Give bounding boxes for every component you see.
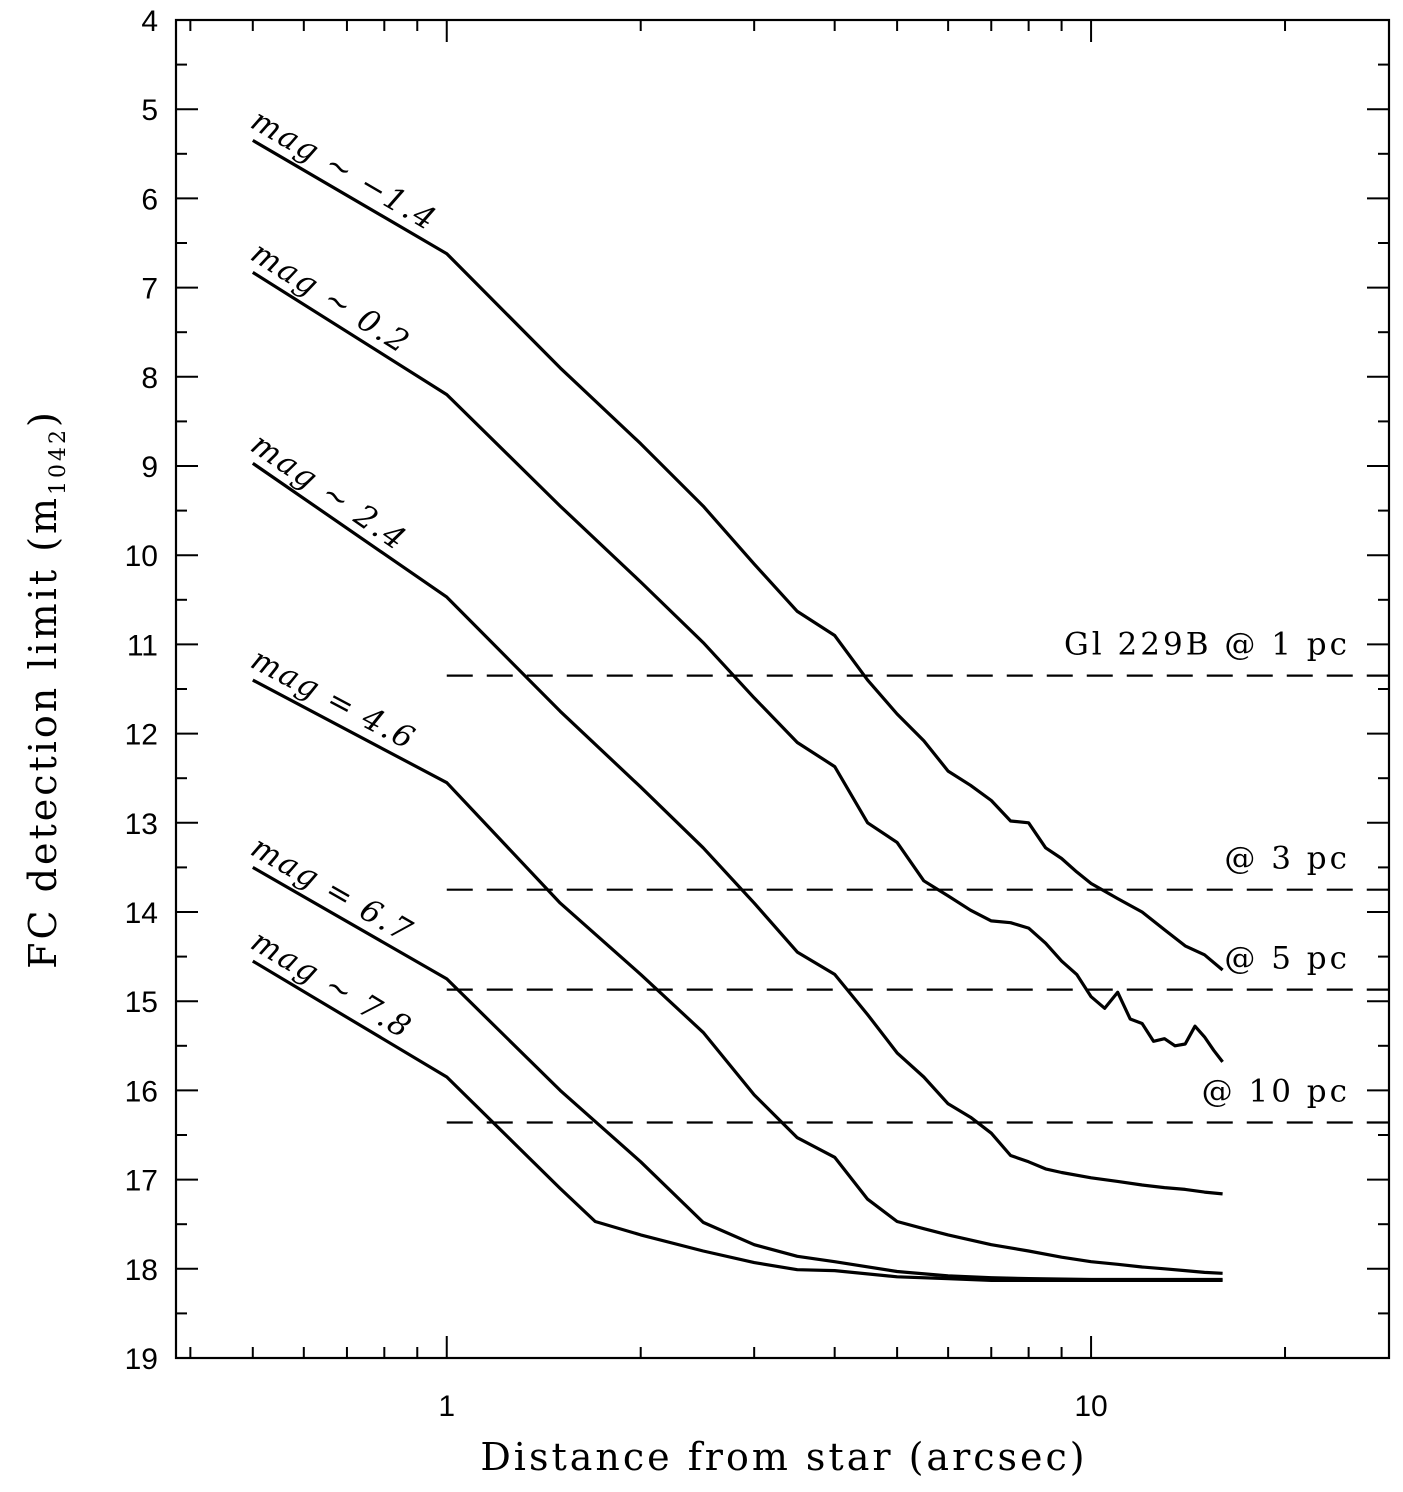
series-line-2 xyxy=(251,271,1224,1063)
y-tick-label: 19 xyxy=(125,1343,158,1376)
y-tick-label: 15 xyxy=(125,986,158,1019)
y-tick-label: 13 xyxy=(125,808,158,841)
y-tick-label: 6 xyxy=(141,183,158,216)
axis-ticks xyxy=(176,19,1389,1359)
y-axis-title-subscript: 1042 xyxy=(46,427,71,495)
y-tick-label: 8 xyxy=(141,362,158,395)
y-tick-label: 4 xyxy=(141,5,158,38)
y-tick-label: 9 xyxy=(141,451,158,484)
y-tick-label: 12 xyxy=(125,719,158,752)
series-label-4: mag = 4.6 xyxy=(245,641,422,757)
y-tick-label: 16 xyxy=(125,1075,158,1108)
y-axis-title-main: FC detection limit (m xyxy=(21,495,65,969)
axis-tick-labels: 4 5 6 7 8 9 10 11 12 13 14 15 16 17 18 19 1 10 xyxy=(125,5,1108,1423)
series-label-3: mag ~ 2.4 xyxy=(244,426,413,558)
reference-line-label: Gl 229B @ 1 pc xyxy=(1064,627,1350,663)
reference-line-label: @ 5 pc xyxy=(1224,941,1350,977)
y-tick-label: 17 xyxy=(125,1165,158,1198)
y-tick-label: 5 xyxy=(141,94,158,127)
y-axis-title: FC detection limit (m1042) xyxy=(21,409,71,969)
x-axis-title: Distance from star (arcsec) xyxy=(480,1435,1087,1479)
plot-frame xyxy=(174,18,1391,1360)
reference-line-label: @ 3 pc xyxy=(1224,841,1350,877)
x-tick-label: 10 xyxy=(1074,1390,1107,1423)
series-label-2: mag ~ 0.2 xyxy=(245,235,417,362)
series-label-1: mag ~ −1.4 xyxy=(245,102,443,238)
y-axis-title-close: ) xyxy=(21,409,65,427)
detection-curves xyxy=(251,139,1224,1283)
series-line-1 xyxy=(251,139,1224,972)
y-tick-label: 18 xyxy=(125,1254,158,1287)
reference-lines: Gl 229B @ 1 pc @ 3 pc @ 5 pc @ 10 pc xyxy=(446,627,1389,1124)
series-line-3 xyxy=(251,461,1223,1196)
series-line-4 xyxy=(252,678,1223,1275)
series-line-6 xyxy=(251,959,1223,1283)
y-tick-label: 10 xyxy=(125,540,158,573)
y-tick-label: 14 xyxy=(125,897,158,930)
y-tick-label: 7 xyxy=(141,273,158,306)
reference-line-label: @ 10 pc xyxy=(1202,1074,1350,1110)
x-tick-label: 1 xyxy=(438,1390,455,1423)
y-tick-label: 11 xyxy=(127,629,158,662)
